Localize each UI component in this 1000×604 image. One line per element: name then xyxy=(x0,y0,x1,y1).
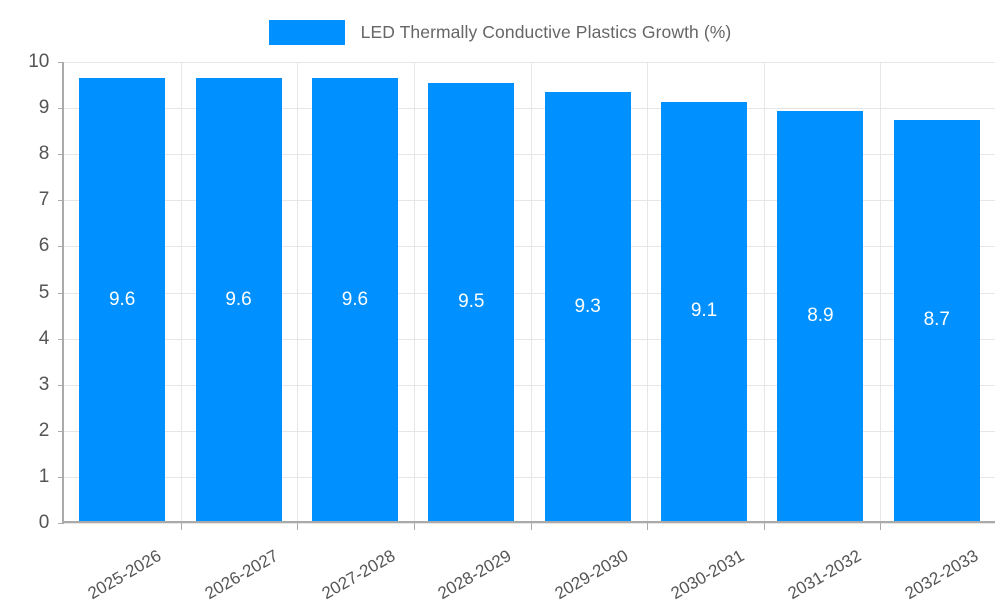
gridline-horizontal xyxy=(64,384,995,386)
bar[interactable]: 8.9 xyxy=(777,110,864,521)
bar-value-label: 9.5 xyxy=(458,291,485,313)
gridline-vertical xyxy=(880,62,882,521)
x-axis-tick-label: 2031-2032 xyxy=(784,546,865,604)
gridline-horizontal xyxy=(64,246,995,248)
x-axis-tick-label: 2025-2026 xyxy=(84,546,165,604)
y-axis-tick-label: 8 xyxy=(38,143,50,165)
bar-slot: 9.1 xyxy=(646,62,762,521)
gridline-horizontal xyxy=(64,154,995,156)
bar-slot: 9.6 xyxy=(297,62,413,521)
x-axis-tick-label: 2026-2027 xyxy=(201,546,282,604)
bar-slot: 8.7 xyxy=(879,62,995,521)
bar-slot: 9.3 xyxy=(530,62,646,521)
x-axis-tick-label: 2030-2031 xyxy=(668,546,748,604)
bar-value-label: 9.1 xyxy=(690,300,718,322)
y-axis-tick-label: 0 xyxy=(38,512,50,533)
y-axis-tick-label: 4 xyxy=(38,327,50,349)
y-axis-tick-mark xyxy=(58,476,64,478)
gridline-horizontal xyxy=(64,62,995,63)
x-axis-tick-mark xyxy=(530,521,532,530)
gridline-vertical xyxy=(297,62,299,521)
bar-value-label: 8.9 xyxy=(807,304,834,326)
gridline-horizontal xyxy=(64,108,995,110)
x-axis-tick-mark xyxy=(763,521,765,530)
bar-value-label: 8.7 xyxy=(923,309,951,331)
y-axis-tick-label: 1 xyxy=(38,465,50,487)
gridline-vertical xyxy=(763,62,765,521)
x-axis-tick-mark xyxy=(647,521,649,530)
x-axis-tick-mark xyxy=(180,521,182,530)
y-axis-tick-label: 9 xyxy=(38,97,50,119)
gridline-horizontal xyxy=(64,430,995,432)
x-axis-tick-mark xyxy=(413,521,415,530)
gridline-vertical xyxy=(413,62,415,521)
y-axis-tick-mark xyxy=(58,154,64,156)
y-axis-tick-mark xyxy=(58,62,64,63)
legend-color-swatch xyxy=(268,19,345,45)
y-axis-tick-label: 3 xyxy=(38,373,50,395)
bar-slot: 8.9 xyxy=(762,62,878,521)
bar-value-label: 9.3 xyxy=(574,295,601,317)
gridline-horizontal xyxy=(64,523,995,524)
y-axis-tick-mark xyxy=(58,430,64,432)
y-axis-tick-label: 5 xyxy=(38,281,50,303)
bar[interactable]: 9.6 xyxy=(195,78,282,521)
gridline-horizontal xyxy=(64,200,995,202)
x-axis-tick-label: 2029-2030 xyxy=(551,546,632,604)
gridline-vertical xyxy=(180,62,182,521)
y-axis-tick-label: 6 xyxy=(38,235,50,257)
x-axis-tick-mark xyxy=(880,521,882,530)
x-axis-tick-label: 2032-2033 xyxy=(901,546,982,604)
bar[interactable]: 8.7 xyxy=(893,119,980,521)
y-axis-tick-mark xyxy=(58,108,64,110)
y-axis-tick-mark xyxy=(58,246,64,248)
bar-value-label: 9.6 xyxy=(225,288,252,310)
gridline-vertical xyxy=(530,62,532,521)
bar[interactable]: 9.1 xyxy=(661,101,748,521)
gridline-vertical xyxy=(647,62,649,521)
x-axis-tick-label: 2027-2028 xyxy=(318,546,399,604)
y-axis-tick-mark xyxy=(58,384,64,386)
y-axis-tick-mark xyxy=(58,338,64,340)
bar[interactable]: 9.6 xyxy=(311,78,398,521)
y-axis-tick-mark xyxy=(58,200,64,202)
bar-slot: 9.6 xyxy=(64,62,180,521)
bar-value-label: 9.6 xyxy=(108,288,136,310)
y-axis-tick-label: 10 xyxy=(28,51,50,72)
bar-series: 9.6 9.6 9.6 9.5 9.3 9.1 8.9 8.7 xyxy=(64,62,995,521)
gridline-horizontal xyxy=(64,476,995,478)
gridline-horizontal xyxy=(64,338,995,340)
bar[interactable]: 9.3 xyxy=(544,92,631,521)
x-axis-tick-label: 2028-2029 xyxy=(434,546,515,604)
bar[interactable]: 9.5 xyxy=(428,83,515,521)
y-axis-tick-mark xyxy=(58,292,64,294)
legend-label: LED Thermally Conductive Plastics Growth… xyxy=(360,21,732,42)
plot-area: 0 1 2 3 4 5 6 7 8 9 10 9.6 9.6 9.6 9.5 9.3 9.1 8.9 8.7 xyxy=(28,51,995,533)
bar-slot: 9.5 xyxy=(413,62,529,521)
y-axis-tick-label: 7 xyxy=(38,189,50,211)
y-axis-tick-mark xyxy=(58,523,64,524)
bar[interactable]: 9.6 xyxy=(79,78,166,521)
x-axis-tick-mark xyxy=(297,521,299,530)
bar-value-label: 9.6 xyxy=(341,288,369,310)
y-axis-tick-label: 2 xyxy=(38,419,50,441)
chart-legend: LED Thermally Conductive Plastics Growth… xyxy=(0,14,1000,50)
gridline-horizontal xyxy=(64,292,995,294)
bar-slot: 9.6 xyxy=(180,62,296,521)
